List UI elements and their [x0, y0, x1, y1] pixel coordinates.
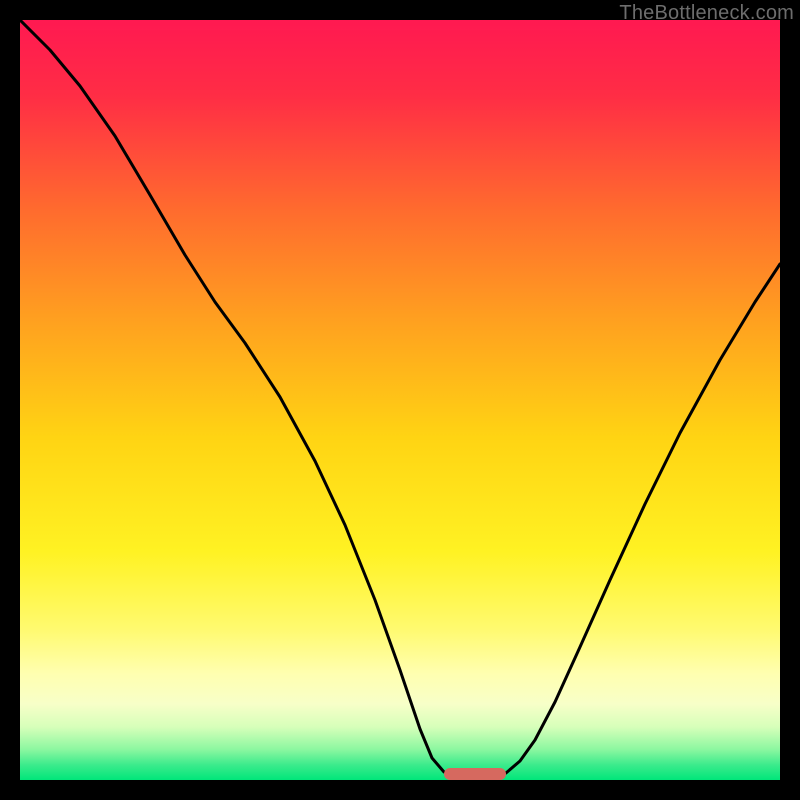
valley-marker: [444, 768, 506, 780]
plot-area: [20, 20, 780, 780]
chart-frame: TheBottleneck.com: [0, 0, 800, 800]
bottleneck-curve: [20, 20, 780, 780]
watermark-text: TheBottleneck.com: [619, 2, 794, 25]
